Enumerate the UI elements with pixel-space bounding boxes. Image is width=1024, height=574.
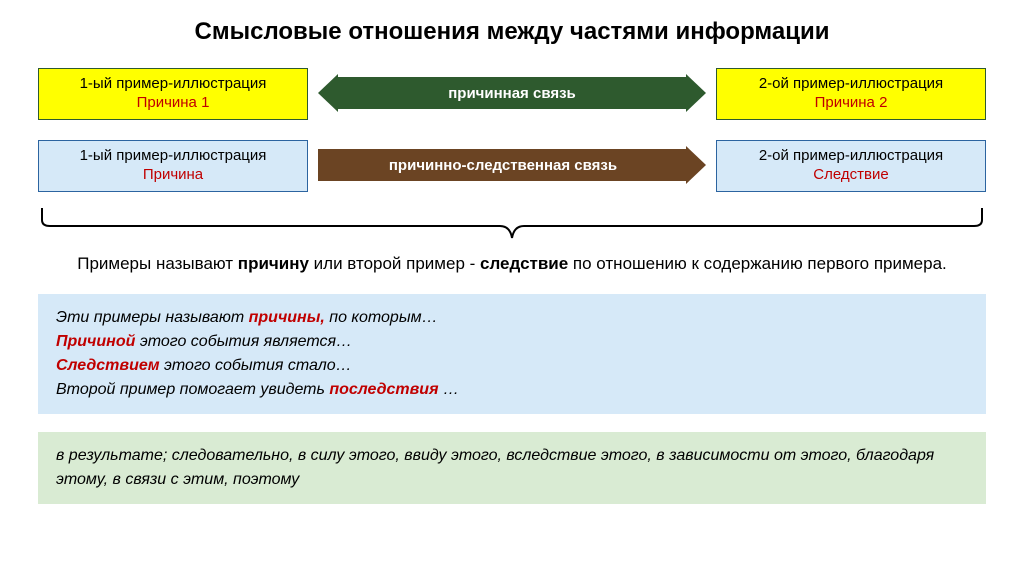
text-bold: следствие: [480, 254, 568, 273]
arrow-head-right-icon: [686, 146, 706, 184]
explanation-text: Примеры называют причину или второй прим…: [0, 248, 1024, 294]
box-line2: Причина 2: [721, 94, 981, 113]
text-part: этого события является…: [135, 333, 352, 350]
text-part: по отношению к содержанию первого пример…: [568, 254, 947, 273]
text-red: причины,: [249, 309, 325, 326]
text-part: …: [439, 381, 459, 398]
curly-bracket: [38, 212, 986, 248]
page-title: Смысловые отношения между частями информ…: [0, 0, 1024, 68]
example-line: Причиной этого события является…: [56, 330, 968, 354]
examples-panel: Эти примеры называют причины, по которым…: [38, 294, 986, 414]
box-line2: Следствие: [721, 166, 981, 185]
arrow-head-left-icon: [318, 74, 338, 112]
text-red: Причиной: [56, 333, 135, 350]
box-line1: 2-ой пример-иллюстрация: [721, 75, 981, 94]
arrow-cause-effect: причинно-следственная связь: [318, 146, 706, 184]
box-cause-1: 1-ый пример-иллюстрация Причина 1: [38, 68, 308, 120]
arrow-causal: причинная связь: [318, 74, 706, 112]
text-red: Следствием: [56, 357, 160, 374]
text-part: по которым…: [325, 309, 438, 326]
box-cause: 1-ый пример-иллюстрация Причина: [38, 140, 308, 192]
text-part: этого события стало…: [160, 357, 352, 374]
text-part: Примеры называют: [77, 254, 238, 273]
row-cause-effect: 1-ый пример-иллюстрация Причина причинно…: [38, 140, 986, 198]
arrow-label: причинно-следственная связь: [318, 149, 688, 181]
bracket-icon: [38, 206, 986, 250]
box-line1: 1-ый пример-иллюстрация: [43, 75, 303, 94]
box-line1: 2-ой пример-иллюстрация: [721, 147, 981, 166]
arrow-head-right-icon: [686, 74, 706, 112]
box-line2: Причина 1: [43, 94, 303, 113]
text-part: или второй пример -: [309, 254, 480, 273]
box-line2: Причина: [43, 166, 303, 185]
box-line1: 1-ый пример-иллюстрация: [43, 147, 303, 166]
example-line: Эти примеры называют причины, по которым…: [56, 306, 968, 330]
row-causal: 1-ый пример-иллюстрация Причина 1 причин…: [38, 68, 986, 126]
box-effect: 2-ой пример-иллюстрация Следствие: [716, 140, 986, 192]
text-bold: причину: [238, 254, 309, 273]
box-cause-2: 2-ой пример-иллюстрация Причина 2: [716, 68, 986, 120]
arrow-label: причинная связь: [336, 77, 688, 109]
text-red: последствия: [329, 381, 438, 398]
example-line: Следствием этого события стало…: [56, 354, 968, 378]
text-part: Второй пример помогает увидеть: [56, 381, 329, 398]
connectors-panel: в результате; следовательно, в силу этог…: [38, 432, 986, 504]
example-line: Второй пример помогает увидеть последств…: [56, 378, 968, 402]
text-part: Эти примеры называют: [56, 309, 249, 326]
